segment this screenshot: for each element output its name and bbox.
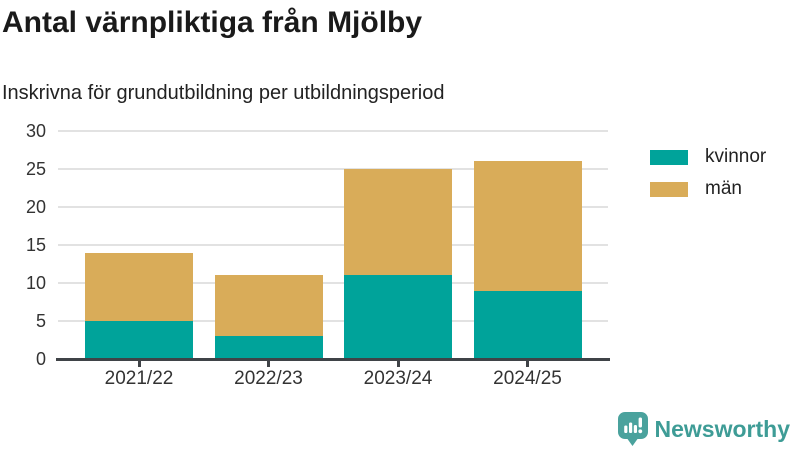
legend-item-män: män (650, 179, 766, 199)
bar-segment-kvinnor-2024/25 (473, 290, 582, 359)
legend-swatch-kvinnor (650, 149, 688, 165)
y-axis-tick-label: 15 (25, 235, 46, 255)
chart-title: Antal värnpliktiga från Mjölby (2, 6, 423, 39)
x-axis-category-label: 2024/25 (493, 368, 562, 389)
y-axis-tick-label: 20 (25, 197, 46, 217)
brand-name: Newsworthy (654, 415, 790, 442)
bar-segment-kvinnor-2023/24 (344, 275, 452, 359)
newsworthy-logo: Newsworthy (617, 412, 790, 446)
gridline-y-30 (58, 130, 608, 132)
legend-label-män: män (705, 178, 742, 199)
bar-segment-män-2021/22 (85, 252, 193, 321)
x-axis-tick-mark (267, 361, 270, 367)
y-axis-tick-label: 25 (25, 159, 46, 179)
x-axis-category-label: 2022/23 (234, 368, 303, 389)
bar-segment-män-2023/24 (344, 169, 452, 276)
x-axis-category-label: 2021/22 (104, 368, 174, 389)
legend-item-kvinnor: kvinnor (650, 147, 766, 167)
legend-swatch-män (650, 181, 688, 197)
bar-segment-kvinnor-2021/22 (85, 321, 193, 359)
bar-segment-kvinnor-2022/23 (214, 336, 323, 359)
legend-label-kvinnor: kvinnor (705, 146, 767, 167)
gridline-y-10 (58, 282, 608, 284)
x-axis-tick-mark (396, 361, 400, 367)
x-axis-tick-mark (526, 361, 529, 367)
bar-segment-män-2024/25 (473, 161, 582, 291)
gridline-y-15 (58, 244, 608, 246)
gridline-y-5 (58, 320, 608, 322)
legend: kvinnor män (650, 147, 766, 211)
gridline-y-20 (58, 206, 608, 208)
y-axis-tick-label: 10 (25, 273, 46, 293)
x-axis-line (56, 358, 610, 361)
chart-subtitle: Inskrivna för grundutbildning per utbild… (2, 82, 445, 104)
gridline-y-25 (58, 168, 608, 170)
y-axis-tick-label: 30 (25, 121, 46, 141)
x-axis-category-label: 2023/24 (363, 368, 433, 389)
x-axis-tick-mark (137, 361, 141, 367)
bar-segment-män-2022/23 (214, 275, 323, 337)
bar-chart-speech-bubble-icon (617, 412, 648, 446)
y-axis-tick-label: 0 (35, 349, 46, 369)
y-axis-tick-label: 5 (35, 311, 46, 331)
